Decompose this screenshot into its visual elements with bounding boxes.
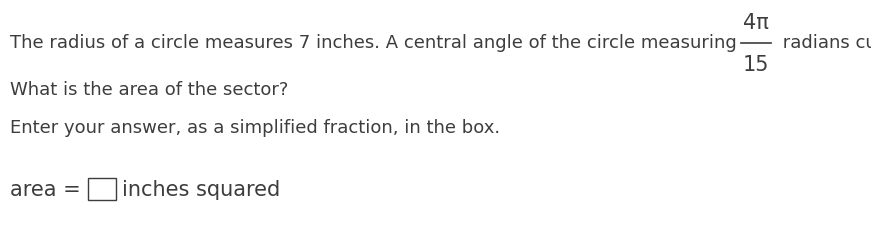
Text: area =: area = (10, 179, 87, 199)
Text: inches squared: inches squared (122, 179, 280, 199)
Text: The radius of a circle measures 7 inches. A central angle of the circle measurin: The radius of a circle measures 7 inches… (10, 34, 737, 52)
Text: What is the area of the sector?: What is the area of the sector? (10, 81, 288, 99)
Text: radians cuts off a sector.: radians cuts off a sector. (777, 34, 871, 52)
Text: 15: 15 (743, 55, 769, 75)
Text: Enter your answer, as a simplified fraction, in the box.: Enter your answer, as a simplified fract… (10, 118, 500, 136)
FancyBboxPatch shape (88, 178, 117, 200)
Text: 4π: 4π (743, 13, 769, 33)
